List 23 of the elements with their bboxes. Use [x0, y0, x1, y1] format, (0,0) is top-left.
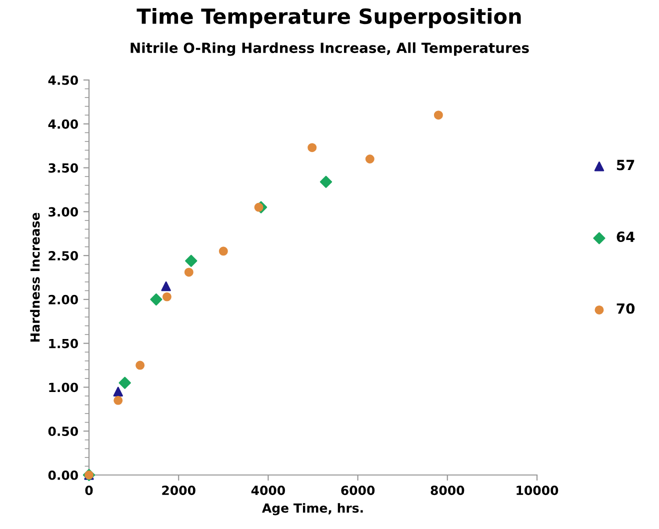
y-tick-label: 0.50	[48, 426, 78, 436]
x-tick-label: 6000	[341, 486, 375, 496]
x-tick-label: 4000	[251, 486, 285, 496]
y-tick-label: 1.00	[49, 382, 78, 392]
y-axis-title: Hardness Increase	[30, 212, 40, 342]
x-tick-label: 8000	[430, 486, 464, 496]
chart-subtitle: Nitrile O-Ring Hardness Increase, All Temperatures	[130, 42, 529, 56]
y-tick-label: 2.00	[48, 294, 78, 304]
x-axis-title: Age Time, hrs.	[262, 503, 363, 516]
x-tick-label: 2000	[162, 486, 196, 496]
legend-label: 64	[616, 232, 635, 242]
x-tick-label: 10000	[516, 486, 558, 496]
y-tick-label: 3.00	[48, 207, 78, 217]
y-tick-label: 3.50	[48, 163, 78, 173]
legend-label: 57	[616, 160, 634, 170]
legend-label: 70	[616, 303, 635, 314]
y-tick-label: 0.00	[48, 470, 78, 480]
chart-title: Time Temperature Superposition	[136, 8, 521, 28]
y-tick-label: 2.50	[48, 251, 78, 260]
y-tick-label: 4.00	[48, 119, 78, 129]
x-tick-label: 0	[85, 486, 93, 496]
y-tick-label: 1.50	[49, 338, 78, 348]
y-tick-label: 4.50	[48, 75, 78, 85]
